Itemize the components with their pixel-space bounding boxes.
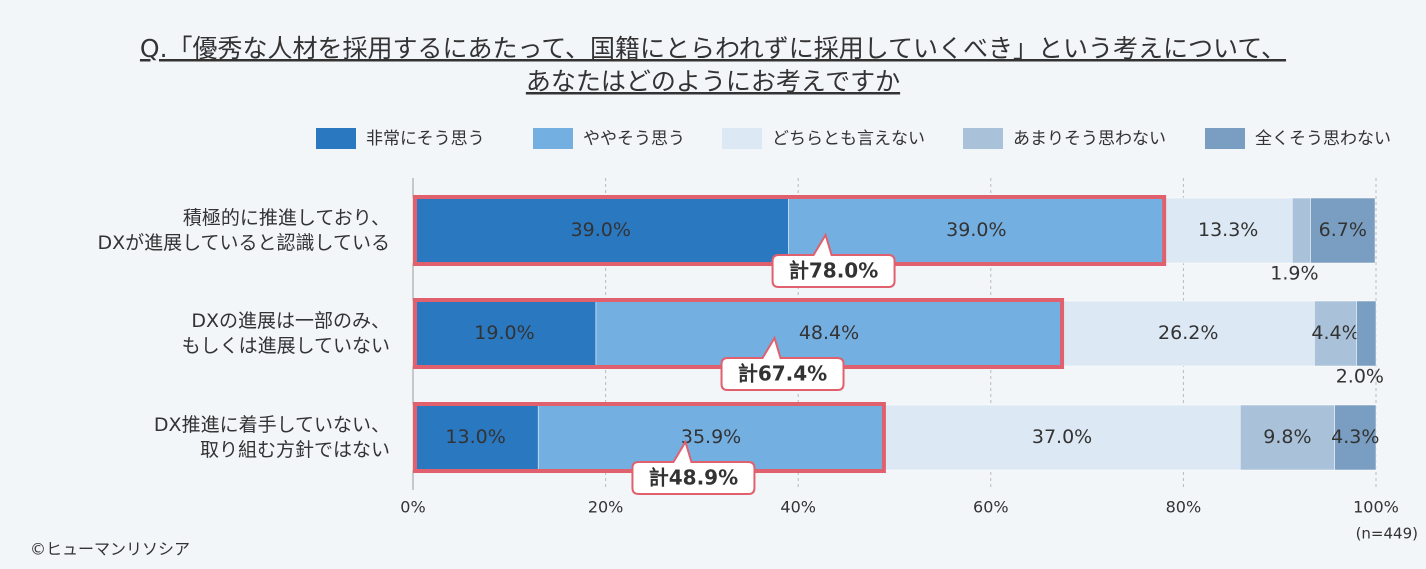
bar-segment [412, 404, 539, 471]
value-label: 13.3% [1198, 219, 1258, 241]
bar-segment [537, 404, 885, 471]
legend-label: 全くそう思わない [1255, 129, 1391, 149]
value-label: 1.9% [1270, 263, 1318, 285]
category-label: DX推進に着手していない、 [154, 414, 390, 436]
bar-segment [1310, 197, 1376, 264]
legend-swatch [722, 128, 762, 149]
callout [720, 335, 845, 391]
legend-swatch [533, 128, 573, 149]
value-label: 6.7% [1319, 219, 1367, 241]
callout [771, 232, 896, 288]
credit: ©ヒューマンリソシア [30, 540, 190, 559]
value-label: 4.3% [1331, 426, 1379, 448]
legend-label: ややそう思う [583, 129, 685, 149]
value-label: 39.0% [571, 219, 631, 241]
bar-segment [412, 300, 597, 367]
bar-segment [1163, 197, 1293, 264]
value-label: 26.2% [1158, 322, 1218, 344]
legend-label: 非常にそう思う [366, 129, 485, 149]
value-label: 48.4% [799, 322, 859, 344]
legend-swatch [316, 128, 356, 149]
bar-segment [1314, 300, 1357, 367]
value-label: 39.0% [946, 219, 1006, 241]
category-label: DXが進展していると認識している [97, 232, 390, 254]
legend-label: どちらとも言えない [772, 129, 925, 149]
chart-title: あなたはどのようにお考えですか [526, 67, 900, 96]
x-tick-label: 100% [1353, 498, 1399, 517]
bar-segment [1061, 300, 1315, 367]
bar-segment [1239, 404, 1335, 471]
category-label: もしくは進展していない [182, 335, 390, 357]
value-label: 4.4% [1311, 322, 1359, 344]
sample-note: (n=449) [1356, 525, 1418, 543]
total-label: 計48.9% [649, 466, 738, 490]
x-tick-label: 80% [1166, 498, 1202, 517]
bar-segment [1334, 404, 1377, 471]
bar-segment [1291, 197, 1311, 264]
x-tick-label: 0% [400, 498, 425, 517]
x-tick-label: 60% [973, 498, 1009, 517]
category-label: DXの進展は一部のみ、 [191, 310, 390, 332]
legend-swatch [963, 128, 1003, 149]
x-tick-label: 40% [780, 498, 816, 517]
value-label: 9.8% [1263, 426, 1311, 448]
value-label: 2.0% [1336, 366, 1384, 388]
bar-segment [1356, 300, 1377, 367]
value-label: 35.9% [681, 426, 741, 448]
total-label: 計67.4% [738, 362, 827, 386]
category-label: 取り組む方針ではない [200, 439, 390, 461]
category-label: 積極的に推進しており、 [183, 207, 390, 229]
bar-segment [883, 404, 1241, 471]
chart-title: Q.「優秀な人材を採用するにあたって、国籍にとらわれずに採用していくべき」という… [140, 34, 1286, 63]
bar-segment [788, 197, 1165, 264]
total-label: 計78.0% [789, 259, 878, 283]
legend-swatch [1205, 128, 1245, 149]
callout [631, 439, 756, 495]
value-label: 13.0% [445, 426, 505, 448]
value-label: 37.0% [1032, 426, 1092, 448]
value-label: 19.0% [474, 322, 534, 344]
x-tick-label: 20% [588, 498, 624, 517]
bar-segment [595, 300, 1063, 367]
legend-label: あまりそう思わない [1013, 129, 1166, 149]
